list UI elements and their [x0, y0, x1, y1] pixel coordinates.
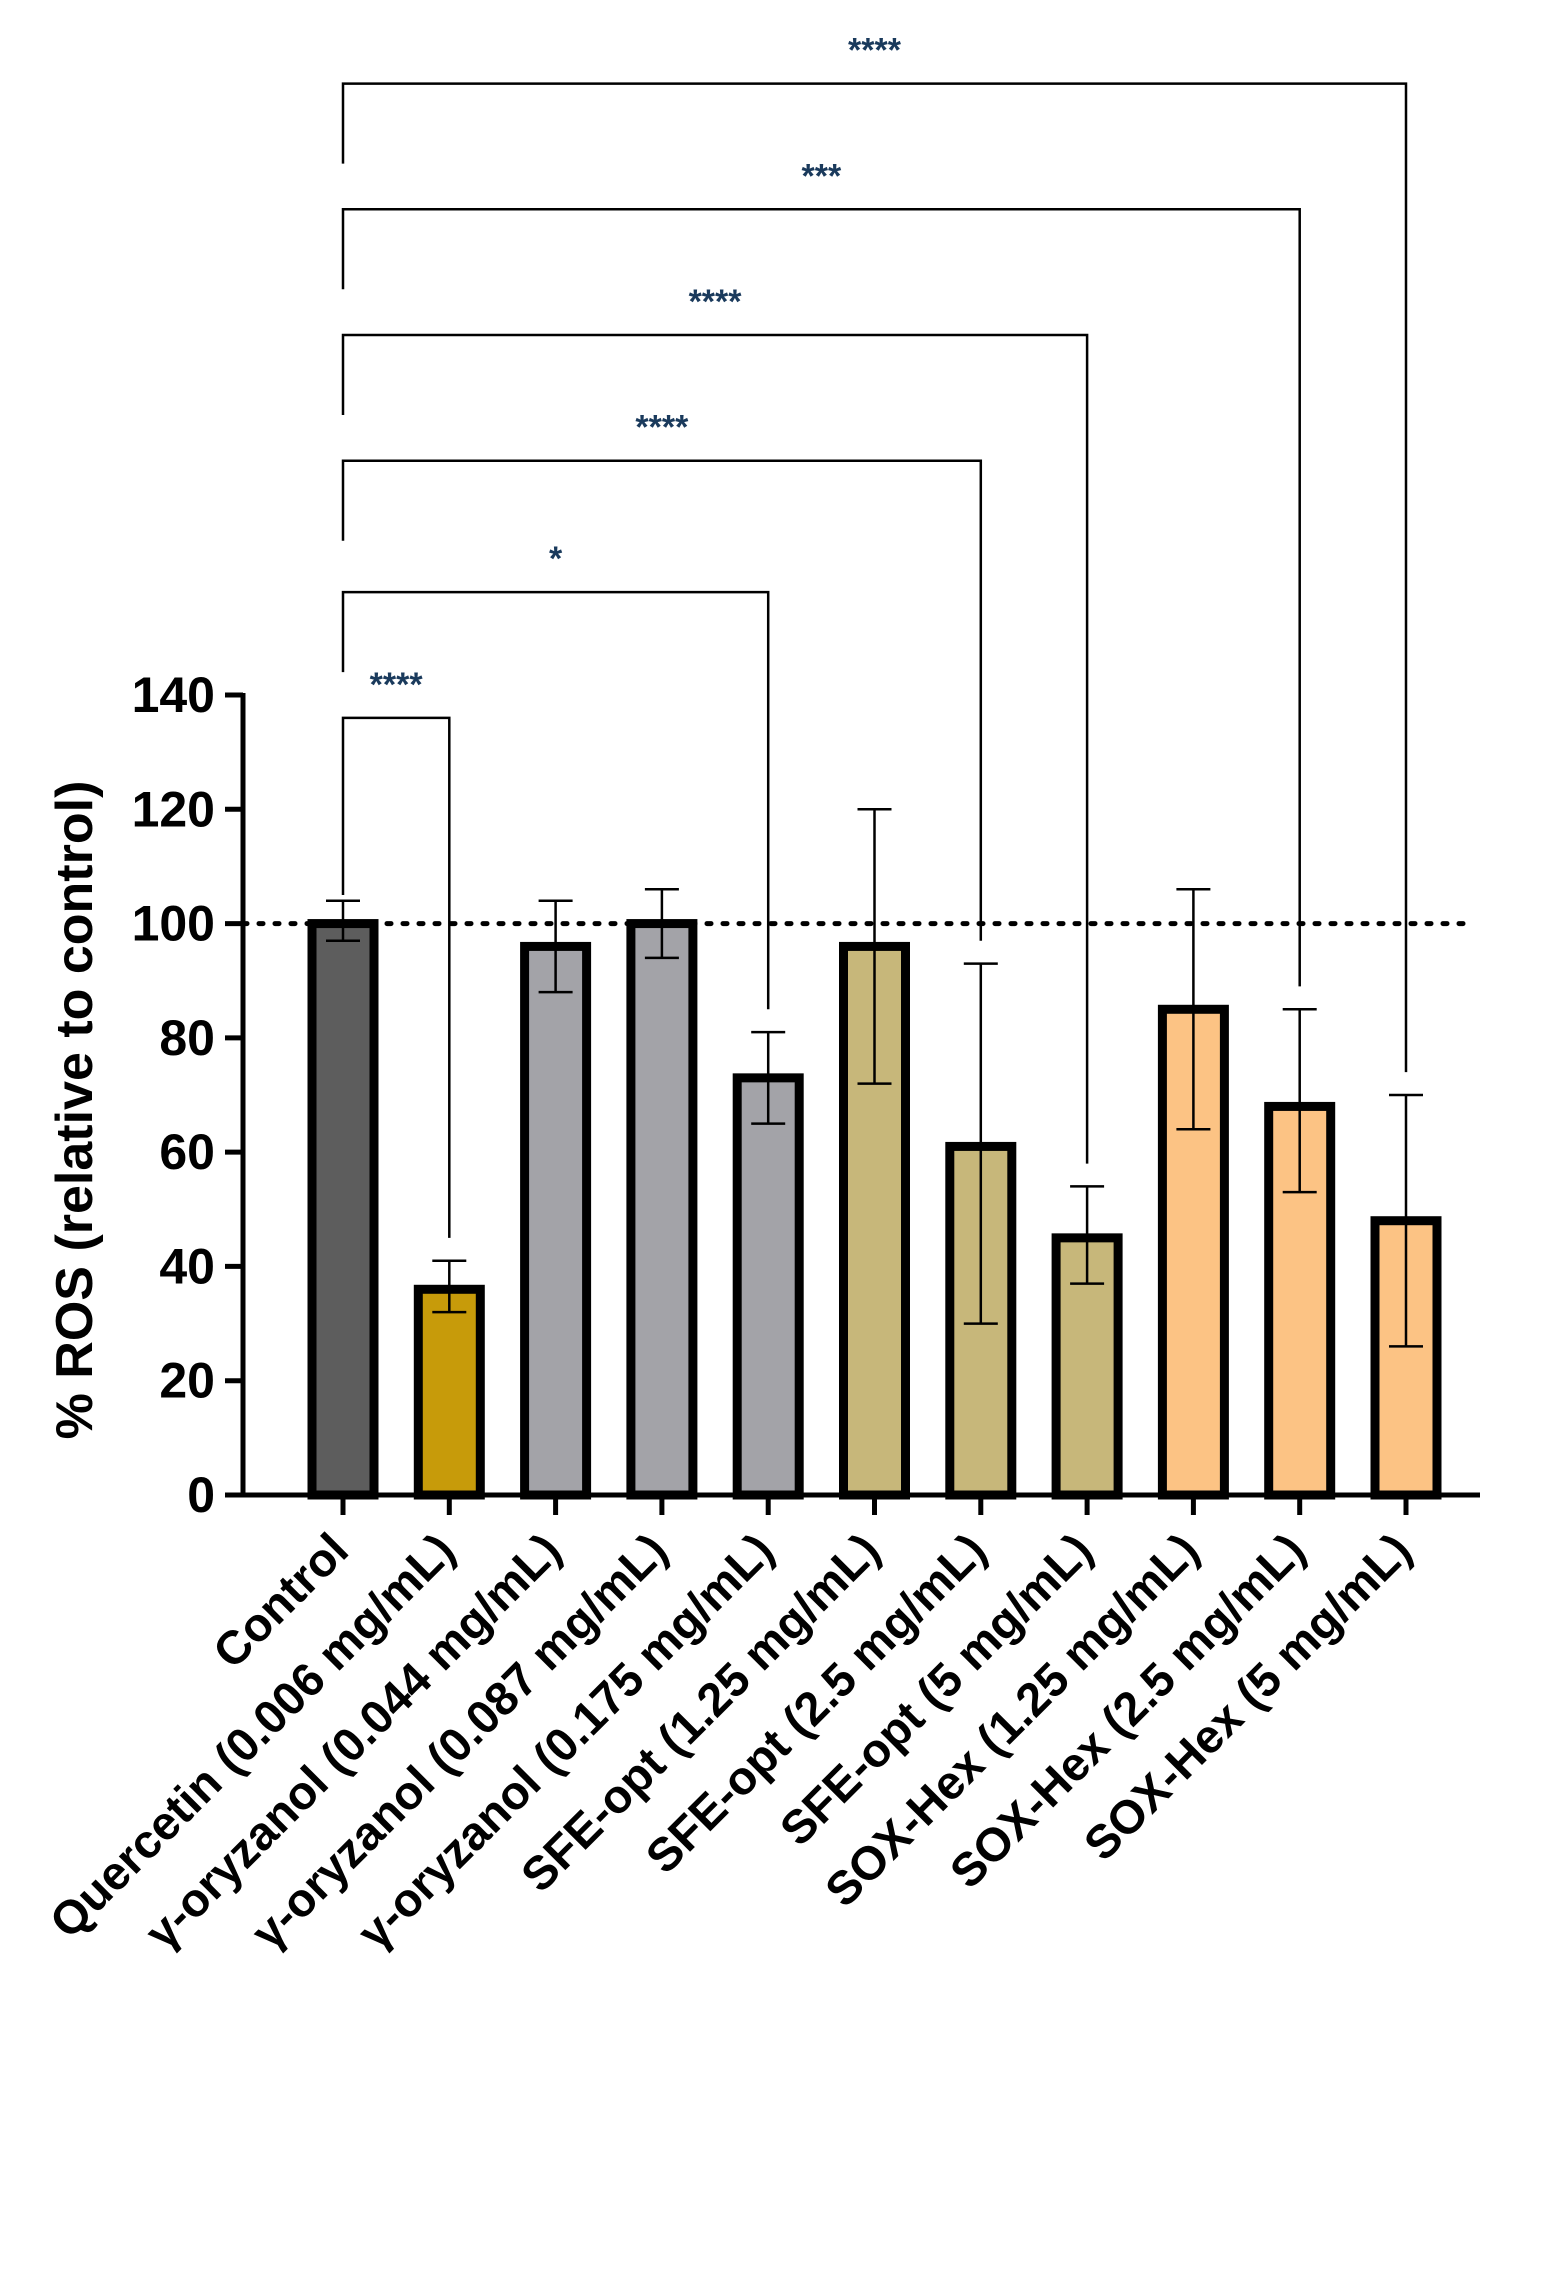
significance-label: ****: [370, 666, 424, 704]
significance-bracket: [341, 716, 451, 1238]
significance-bracket: [341, 333, 1089, 1164]
significance-label: ****: [848, 32, 902, 70]
significance-bracket: [341, 459, 983, 941]
y-tick-label: 100: [132, 896, 215, 952]
y-tick-label: 20: [159, 1353, 215, 1409]
significance-label: ****: [689, 283, 743, 321]
bar: [520, 941, 592, 1500]
significance-label: ***: [801, 157, 841, 195]
bar: [413, 1284, 485, 1500]
y-axis-title: % ROS (relative to control): [46, 781, 104, 1440]
bar: [626, 919, 698, 1500]
x-category-label: γ-oryzanol (0.044 mg/mL): [134, 1523, 570, 1959]
significance-bracket: [341, 590, 770, 1010]
significance-label: *: [549, 540, 563, 578]
y-tick-label: 80: [159, 1010, 215, 1066]
y-tick-label: 40: [159, 1238, 215, 1294]
significance-bracket: [341, 82, 1408, 1073]
significance-brackets: ********************: [341, 32, 1408, 1238]
y-tick-label: 120: [132, 781, 215, 837]
significance-bracket: [341, 208, 1301, 987]
y-tick-label: 60: [159, 1124, 215, 1180]
significance-label: ****: [635, 409, 689, 447]
error-bars-group: [326, 808, 1423, 1348]
y-tick-labels: 0 20 40 60 80 100 120 140: [132, 667, 215, 1523]
bar: [307, 919, 379, 1500]
y-tick-label: 140: [132, 667, 215, 723]
bar: [732, 1073, 804, 1500]
axes-group: [225, 692, 1480, 1515]
y-tick-label: 0: [187, 1467, 215, 1523]
